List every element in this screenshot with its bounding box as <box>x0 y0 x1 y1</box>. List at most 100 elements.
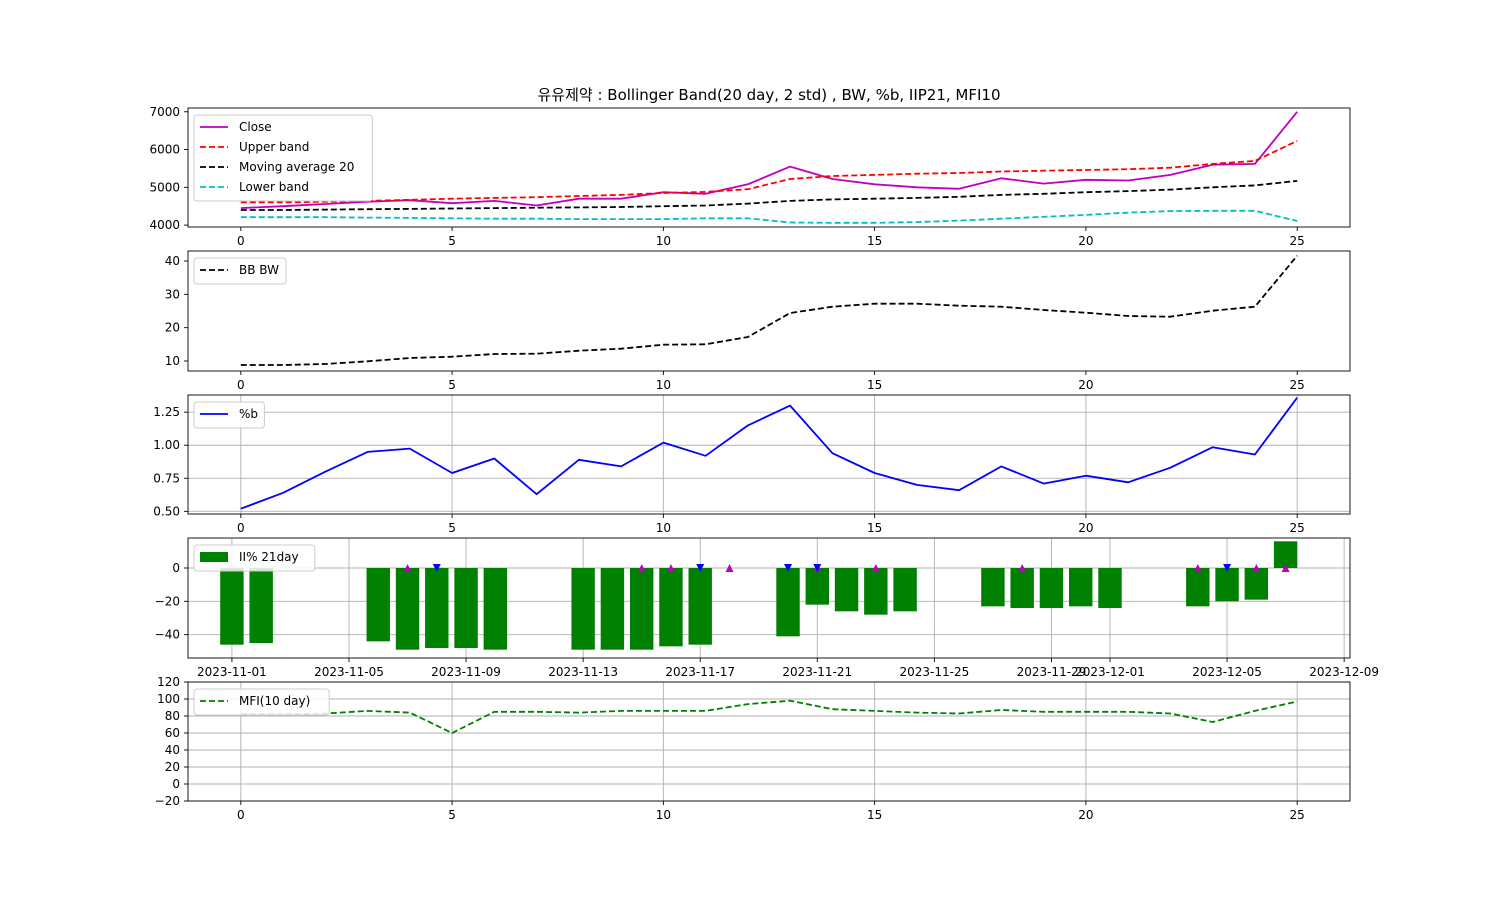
x-tick-label: 20 <box>1078 808 1093 822</box>
y-tick-label: −20 <box>155 594 180 608</box>
legend-box <box>193 688 330 716</box>
bar <box>483 568 508 650</box>
x-tick-label: 2023-11-17 <box>665 665 735 679</box>
legend-label: %b <box>239 407 258 421</box>
series-line <box>240 180 1298 211</box>
bar <box>864 568 888 615</box>
x-tick-label: 0 <box>237 521 245 535</box>
bar <box>454 568 478 648</box>
x-tick-label: 2023-12-01 <box>1075 665 1145 679</box>
legend-swatch <box>200 552 228 562</box>
y-tick-label: 40 <box>165 254 180 268</box>
y-tick-label: 4000 <box>149 218 180 232</box>
bar <box>659 568 683 647</box>
bar <box>629 568 654 650</box>
axes-frame <box>187 537 1351 659</box>
bar <box>571 568 595 650</box>
legend-label: MFI(10 day) <box>239 694 310 708</box>
y-tick-label: 5000 <box>149 180 180 194</box>
x-tick-label: 15 <box>867 521 882 535</box>
axes-frame <box>187 250 1351 372</box>
x-tick-label: 20 <box>1078 234 1093 248</box>
y-tick-label: 120 <box>157 675 180 689</box>
series-line <box>240 209 1298 224</box>
x-tick-label: 2023-11-21 <box>782 665 852 679</box>
x-tick-label: 5 <box>448 808 456 822</box>
x-tick-label: 20 <box>1078 521 1093 535</box>
panel-bollinger: 0 5 10 15 20 25 4000 5000 6000 7000 Close Upper ban… <box>149 105 1351 248</box>
y-tick-label: 60 <box>165 726 180 740</box>
x-tick-label: 2023-11-05 <box>314 665 384 679</box>
buy-marker <box>1281 564 1290 572</box>
sell-marker <box>1223 564 1232 572</box>
y-tick-label: 10 <box>165 354 180 368</box>
legend-label: Upper band <box>239 140 309 154</box>
bar <box>600 568 625 650</box>
legend-label: BB BW <box>239 263 279 277</box>
y-tick-label: 40 <box>165 743 180 757</box>
y-tick-label: −40 <box>155 628 180 642</box>
bar <box>688 568 712 645</box>
bar <box>1273 541 1298 568</box>
bar <box>1069 568 1093 607</box>
y-tick-label: 100 <box>157 692 180 706</box>
legend: BB BW <box>193 257 287 285</box>
bar <box>893 568 917 612</box>
x-tick-label: 2023-11-09 <box>431 665 501 679</box>
axes-frame <box>187 107 1351 228</box>
buy-marker <box>871 564 880 572</box>
y-tick-label: 20 <box>165 760 180 774</box>
series-line <box>240 111 1298 209</box>
buy-marker <box>637 564 646 572</box>
series-line <box>240 255 1298 366</box>
buy-marker <box>1252 564 1261 572</box>
y-tick-label: 6000 <box>149 143 180 157</box>
bar <box>776 568 800 637</box>
legend-box <box>193 114 373 202</box>
legend-box <box>193 544 316 572</box>
legend-label: Close <box>239 120 272 134</box>
x-tick-label: 25 <box>1290 378 1305 392</box>
x-tick-label: 2023-11-13 <box>548 665 618 679</box>
panel-iip21: 2023-11-01 2023-11-05 2023-11-09 2023-11-13… <box>155 537 1379 679</box>
x-tick-label: 25 <box>1290 521 1305 535</box>
bar <box>1186 568 1210 607</box>
series-line <box>240 699 1298 734</box>
axes-frame <box>187 394 1351 515</box>
axes-frame <box>187 681 1351 802</box>
figure-title: 유유제약 : Bollinger Band(20 day, 2 std) , B… <box>537 86 1000 104</box>
bar <box>1039 568 1064 608</box>
bar <box>834 568 859 612</box>
y-tick-label: 30 <box>165 287 180 301</box>
y-tick-label: 20 <box>165 321 180 335</box>
sell-marker <box>696 564 705 572</box>
bar <box>1244 568 1269 600</box>
x-tick-label: 15 <box>867 808 882 822</box>
bar <box>1010 568 1034 608</box>
x-tick-label: 2023-11-29 <box>1017 665 1087 679</box>
y-tick-label: 7000 <box>149 105 180 119</box>
legend: Close Upper band Moving average 20 Lower ba… <box>193 114 373 202</box>
sell-marker <box>813 564 822 572</box>
y-tick-label: 0 <box>172 561 180 575</box>
legend: %b <box>193 401 265 429</box>
series-line <box>240 397 1298 510</box>
legend-box <box>193 401 265 429</box>
legend-label: II% 21day <box>239 550 299 564</box>
buy-marker <box>1018 564 1027 572</box>
bar <box>1215 568 1239 602</box>
x-tick-label: 0 <box>237 808 245 822</box>
y-tick-label: 80 <box>165 709 180 723</box>
x-tick-label: 5 <box>448 521 456 535</box>
buy-marker <box>403 564 412 572</box>
buy-marker <box>666 564 675 572</box>
sell-marker <box>784 564 793 572</box>
bar <box>805 568 830 605</box>
x-tick-label: 0 <box>237 378 245 392</box>
y-tick-label: −20 <box>155 794 180 808</box>
bar <box>366 568 390 642</box>
legend: II% 21day <box>193 544 316 572</box>
legend-box <box>193 257 287 285</box>
